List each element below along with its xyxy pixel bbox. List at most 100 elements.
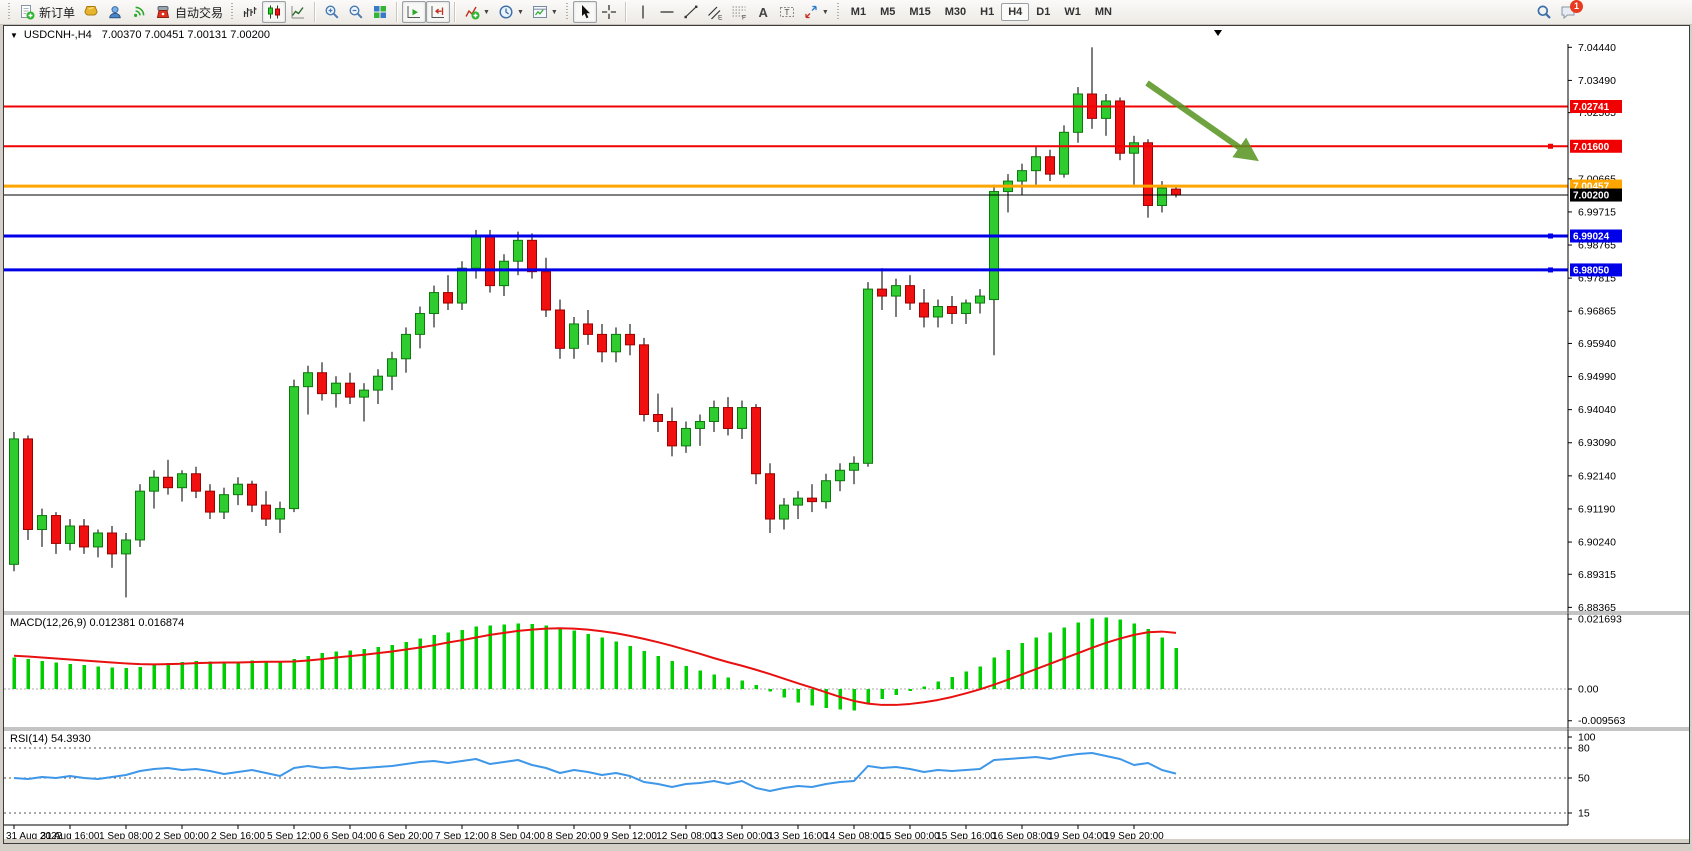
label-button[interactable]: T bbox=[775, 1, 799, 23]
auto-scroll-icon bbox=[406, 4, 422, 20]
templates-button[interactable]: ▼ bbox=[528, 1, 562, 23]
arrows-button[interactable]: ▼ bbox=[799, 1, 833, 23]
community-icon bbox=[107, 4, 123, 20]
timeframe-m15-button[interactable]: M15 bbox=[909, 6, 931, 18]
macd-label: MACD(12,26,9) 0.012381 0.016874 bbox=[10, 617, 184, 629]
svg-text:6.92140: 6.92140 bbox=[1578, 470, 1616, 482]
chevron-down-icon[interactable]: ▼ bbox=[483, 8, 490, 16]
zoom-in-button[interactable] bbox=[320, 1, 344, 23]
chart-ohlc-readout: 7.00370 7.00451 7.00131 7.00200 bbox=[101, 29, 270, 41]
chevron-down-icon[interactable]: ▼ bbox=[516, 8, 524, 16]
chart-titlebar: ▼ USDCNH-,H4 7.00370 7.00451 7.00131 7.0… bbox=[4, 26, 1689, 44]
svg-text:6.94990: 6.94990 bbox=[1578, 371, 1616, 383]
chevron-down-icon[interactable]: ▼ bbox=[821, 8, 829, 16]
timeframe-h1-button[interactable]: H1 bbox=[980, 6, 995, 18]
timeframe-mn-button[interactable]: MN bbox=[1094, 6, 1112, 18]
timeframe-h4-button[interactable]: H4 bbox=[1001, 3, 1030, 21]
chart-canvas[interactable]: 7.044407.034907.025657.006656.997156.987… bbox=[4, 44, 1689, 843]
symbol-dropdown-icon[interactable]: ▼ bbox=[10, 30, 18, 40]
fibonacci-button[interactable]: F bbox=[727, 1, 751, 23]
svg-text:50: 50 bbox=[1578, 773, 1590, 785]
toolbar-grip[interactable] bbox=[230, 3, 236, 21]
timeframe-m5-button[interactable]: M5 bbox=[880, 6, 896, 18]
toolbar-right: 1 bbox=[1532, 0, 1583, 23]
autotrading-button[interactable]: 自动交易 bbox=[151, 1, 227, 23]
community-button[interactable] bbox=[103, 1, 127, 23]
svg-text:7.04440: 7.04440 bbox=[1578, 44, 1616, 54]
crosshair-button[interactable] bbox=[597, 1, 621, 23]
line-button[interactable] bbox=[286, 1, 310, 23]
cursor-button[interactable] bbox=[572, 1, 597, 23]
periods-button[interactable]: ▼ bbox=[494, 1, 528, 23]
svg-text:8 Sep 04:00: 8 Sep 04:00 bbox=[491, 831, 545, 842]
auto-scroll-button[interactable] bbox=[402, 1, 427, 23]
text-button[interactable]: A bbox=[751, 1, 775, 23]
indicators-button[interactable]: ▼ bbox=[460, 1, 494, 23]
svg-text:7.01600: 7.01600 bbox=[1573, 142, 1610, 153]
chat-button[interactable]: 1 bbox=[1556, 0, 1583, 23]
new-order-button[interactable]: 新订单 bbox=[15, 1, 79, 23]
timeframe-m1-button[interactable]: M1 bbox=[850, 6, 867, 18]
vline-button[interactable] bbox=[631, 1, 655, 23]
svg-text:15: 15 bbox=[1578, 808, 1590, 820]
svg-text:-0.009563: -0.009563 bbox=[1578, 715, 1625, 727]
toolbar-separator bbox=[624, 2, 627, 22]
price-level-lines[interactable] bbox=[4, 105, 1568, 273]
autotrading-label: 自动交易 bbox=[175, 5, 224, 20]
chart-window: ▼ USDCNH-,H4 7.00370 7.00451 7.00131 7.0… bbox=[3, 25, 1690, 844]
candlesticks bbox=[9, 47, 1181, 598]
fibonacci-icon: F bbox=[731, 4, 747, 20]
timeframe-d1-button[interactable]: D1 bbox=[1036, 6, 1051, 18]
arrows-icon bbox=[803, 4, 819, 20]
svg-text:7.00200: 7.00200 bbox=[1573, 191, 1610, 202]
svg-text:19 Sep 20:00: 19 Sep 20:00 bbox=[1104, 831, 1164, 842]
svg-text:6.88365: 6.88365 bbox=[1578, 602, 1616, 614]
toolbar-grip[interactable] bbox=[835, 3, 841, 21]
chevron-down-icon[interactable]: ▼ bbox=[550, 8, 558, 16]
text-icon: A bbox=[755, 4, 771, 20]
svg-text:0.021693: 0.021693 bbox=[1578, 614, 1622, 626]
hline-button[interactable] bbox=[655, 1, 679, 23]
market-button[interactable] bbox=[79, 1, 103, 23]
macd-pane[interactable]: 0.021693 0.00 -0.009563 MACD(12,26,9) 0.012… bbox=[4, 614, 1625, 729]
svg-text:2 Sep 16:00: 2 Sep 16:00 bbox=[211, 831, 265, 842]
signals-button[interactable] bbox=[127, 1, 151, 23]
zoom-out-button[interactable] bbox=[344, 1, 368, 23]
search-button[interactable] bbox=[1532, 1, 1556, 23]
timeframe-w1-button[interactable]: W1 bbox=[1064, 6, 1081, 18]
svg-text:6.89315: 6.89315 bbox=[1578, 569, 1616, 581]
svg-text:A: A bbox=[758, 5, 768, 20]
svg-text:7.00457: 7.00457 bbox=[1573, 182, 1610, 193]
svg-text:6.91190: 6.91190 bbox=[1578, 503, 1615, 515]
svg-text:19 Sep 04:00: 19 Sep 04:00 bbox=[1048, 831, 1108, 842]
market-icon bbox=[83, 4, 99, 20]
tile-windows-button[interactable] bbox=[368, 1, 392, 23]
periods-icon bbox=[498, 4, 514, 20]
toolbar-grip[interactable] bbox=[7, 3, 12, 21]
svg-text:6.93090: 6.93090 bbox=[1578, 437, 1616, 449]
timeframe-m30-button[interactable]: M30 bbox=[944, 6, 967, 18]
channel-button[interactable]: E bbox=[703, 1, 727, 23]
trendline-button[interactable] bbox=[679, 1, 703, 23]
chart-shift-button[interactable] bbox=[426, 1, 451, 23]
bars-button[interactable] bbox=[238, 1, 262, 23]
svg-text:31 Aug 2022: 31 Aug 2022 bbox=[6, 831, 63, 842]
svg-text:6.98765: 6.98765 bbox=[1578, 240, 1616, 252]
zoom-out-icon bbox=[348, 4, 364, 20]
hline-icon bbox=[659, 4, 675, 20]
toolbar-grip[interactable] bbox=[564, 3, 570, 21]
line-icon bbox=[290, 4, 306, 20]
signals-icon bbox=[131, 4, 147, 20]
svg-text:6.95940: 6.95940 bbox=[1578, 338, 1616, 350]
trend-arrow-annotation[interactable] bbox=[1145, 80, 1259, 162]
rsi-label: RSI(14) 54.3930 bbox=[10, 733, 91, 745]
bars-icon bbox=[242, 4, 258, 20]
svg-text:6.94040: 6.94040 bbox=[1578, 404, 1616, 416]
toolbar-separator bbox=[396, 2, 399, 22]
candles-button[interactable] bbox=[262, 1, 287, 23]
svg-text:6 Sep 04:00: 6 Sep 04:00 bbox=[323, 831, 377, 842]
svg-text:2 Sep 00:00: 2 Sep 00:00 bbox=[155, 831, 209, 842]
